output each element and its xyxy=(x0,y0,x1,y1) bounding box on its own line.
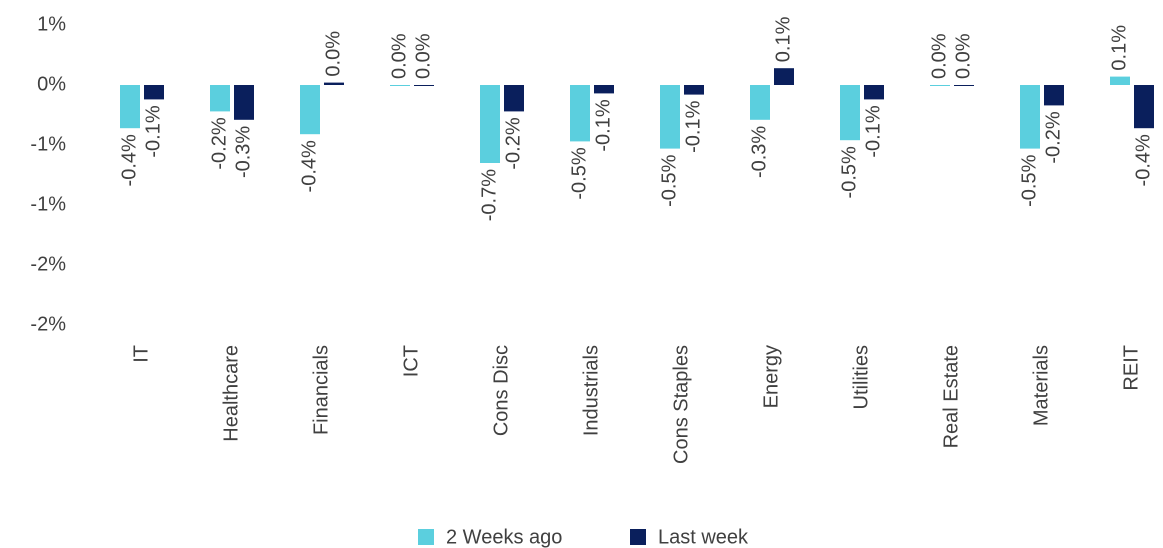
legend-label: Last week xyxy=(658,526,749,548)
data-label: 0.0% xyxy=(928,33,950,79)
bar xyxy=(300,85,320,135)
data-label: -0.5% xyxy=(838,146,860,198)
data-label: 0.0% xyxy=(388,33,410,79)
bar xyxy=(414,85,434,86)
y-tick-label: -2% xyxy=(30,253,66,275)
data-label: -0.5% xyxy=(568,147,590,199)
data-label: -0.4% xyxy=(118,134,140,186)
x-tick-label: Industrials xyxy=(580,345,602,436)
bar xyxy=(1044,85,1064,106)
x-tick-label: Cons Disc xyxy=(490,345,512,436)
x-tick-label: REIT xyxy=(1120,345,1142,391)
bar xyxy=(324,82,344,85)
data-label: -0.5% xyxy=(1018,154,1040,206)
x-tick-label: Materials xyxy=(1030,345,1052,426)
data-label: -0.2% xyxy=(208,117,230,169)
data-label: -0.2% xyxy=(502,117,524,169)
x-tick-label: IT xyxy=(130,345,152,363)
data-label: -0.1% xyxy=(142,105,164,157)
bar xyxy=(954,85,974,86)
bar xyxy=(594,85,614,94)
data-label: -0.3% xyxy=(748,126,770,178)
data-label: -0.1% xyxy=(592,99,614,151)
data-label: 0.0% xyxy=(952,33,974,79)
data-label: -0.1% xyxy=(682,100,704,152)
x-tick-label: Energy xyxy=(760,345,782,408)
data-label: 0.0% xyxy=(322,31,344,77)
bar xyxy=(930,85,950,86)
bar xyxy=(210,85,230,112)
data-label: -0.4% xyxy=(298,140,320,192)
bar xyxy=(480,85,500,163)
y-tick-label: -2% xyxy=(30,313,66,335)
bar xyxy=(750,85,770,120)
bar xyxy=(660,85,680,149)
data-label: -0.2% xyxy=(1042,111,1064,163)
bar xyxy=(144,85,164,100)
data-label: -0.7% xyxy=(478,169,500,221)
data-label: -0.1% xyxy=(862,105,884,157)
bar xyxy=(234,85,254,120)
bar xyxy=(1134,85,1154,129)
data-label: -0.5% xyxy=(658,154,680,206)
data-label: -0.3% xyxy=(232,126,254,178)
legend-swatch xyxy=(418,529,434,545)
data-label: 0.1% xyxy=(1108,25,1130,71)
bar xyxy=(390,85,410,86)
bar xyxy=(570,85,590,142)
x-tick-label: Financials xyxy=(310,345,332,435)
legend-label: 2 Weeks ago xyxy=(446,526,562,548)
bar xyxy=(840,85,860,141)
x-tick-label: ICT xyxy=(400,345,422,377)
bar xyxy=(1110,76,1130,85)
x-tick-label: Healthcare xyxy=(220,345,242,442)
data-label: 0.0% xyxy=(412,33,434,79)
data-label: 0.1% xyxy=(772,16,794,62)
y-tick-label: -1% xyxy=(30,133,66,155)
x-tick-label: Cons Staples xyxy=(670,345,692,464)
bar xyxy=(120,85,140,129)
y-tick-label: 1% xyxy=(37,13,66,35)
y-tick-label: 0% xyxy=(37,73,66,95)
bar xyxy=(1020,85,1040,149)
data-label: -0.4% xyxy=(1132,134,1154,186)
bar xyxy=(504,85,524,112)
x-tick-label: Real Estate xyxy=(940,345,962,448)
y-tick-label: -1% xyxy=(30,193,66,215)
bar xyxy=(684,85,704,95)
bar xyxy=(864,85,884,100)
x-tick-label: Utilities xyxy=(850,345,872,409)
bar xyxy=(774,68,794,85)
legend-swatch xyxy=(630,529,646,545)
